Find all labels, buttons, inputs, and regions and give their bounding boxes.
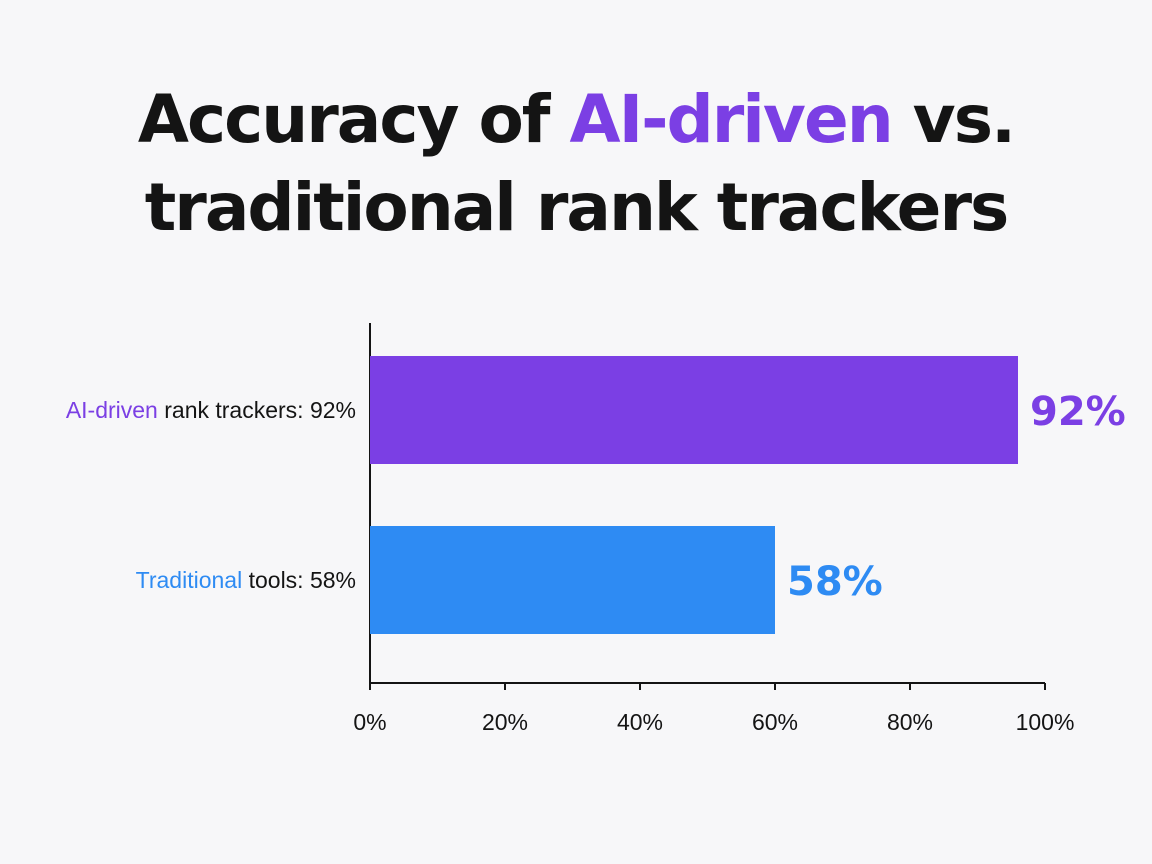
x-tick-label: 20% xyxy=(482,709,528,735)
category-label-highlight: Traditional xyxy=(136,567,243,593)
value-label: 92% xyxy=(1030,389,1126,435)
category-label-rest: tools: 58% xyxy=(242,567,356,593)
bar xyxy=(370,356,1018,464)
x-tick-label: 80% xyxy=(887,709,933,735)
title-part2: vs. xyxy=(891,81,1016,158)
bar xyxy=(370,526,775,634)
title-part1: Accuracy of xyxy=(137,81,570,158)
x-tick-label: 40% xyxy=(617,709,663,735)
title-line2: traditional rank trackers xyxy=(144,169,1010,246)
title-highlight: AI-driven xyxy=(569,81,893,158)
x-tick-label: 100% xyxy=(1016,709,1075,735)
category-label-rest: rank trackers: 92% xyxy=(158,397,356,423)
category-label-highlight: AI-driven xyxy=(66,397,158,423)
x-tick-label: 0% xyxy=(353,709,386,735)
category-label: AI-driven rank trackers: 92% xyxy=(66,397,356,423)
category-label: Traditional tools: 58% xyxy=(136,567,356,593)
x-tick-label: 60% xyxy=(752,709,798,735)
value-label: 58% xyxy=(787,559,883,605)
chart-title: Accuracy of AI-driven vs. traditional ra… xyxy=(0,76,1152,252)
